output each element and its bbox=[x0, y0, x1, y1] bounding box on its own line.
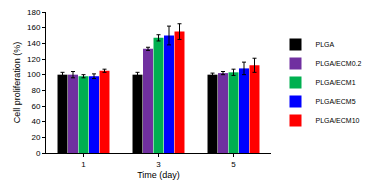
svg-text:80: 80 bbox=[31, 86, 40, 95]
svg-text:PLGA: PLGA bbox=[316, 41, 335, 48]
svg-text:20: 20 bbox=[31, 133, 40, 142]
svg-text:3: 3 bbox=[156, 160, 161, 169]
svg-text:100: 100 bbox=[27, 70, 41, 79]
svg-text:1: 1 bbox=[81, 160, 86, 169]
svg-text:160: 160 bbox=[27, 23, 41, 32]
svg-text:Time (day): Time (day) bbox=[137, 170, 180, 180]
svg-text:PLGA/ECM0.2: PLGA/ECM0.2 bbox=[316, 60, 362, 67]
svg-text:40: 40 bbox=[31, 117, 40, 126]
svg-text:120: 120 bbox=[27, 55, 41, 64]
svg-text:180: 180 bbox=[27, 8, 41, 17]
svg-text:PLGA/ECM10: PLGA/ECM10 bbox=[316, 117, 360, 124]
svg-text:0: 0 bbox=[36, 149, 41, 158]
svg-text:60: 60 bbox=[31, 102, 40, 111]
svg-text:140: 140 bbox=[27, 39, 41, 48]
svg-text:Cell proliferation (%): Cell proliferation (%) bbox=[12, 42, 22, 124]
svg-text:5: 5 bbox=[231, 160, 236, 169]
svg-text:PLGA/ECM1: PLGA/ECM1 bbox=[316, 79, 356, 86]
svg-text:PLGA/ECM5: PLGA/ECM5 bbox=[316, 98, 356, 105]
